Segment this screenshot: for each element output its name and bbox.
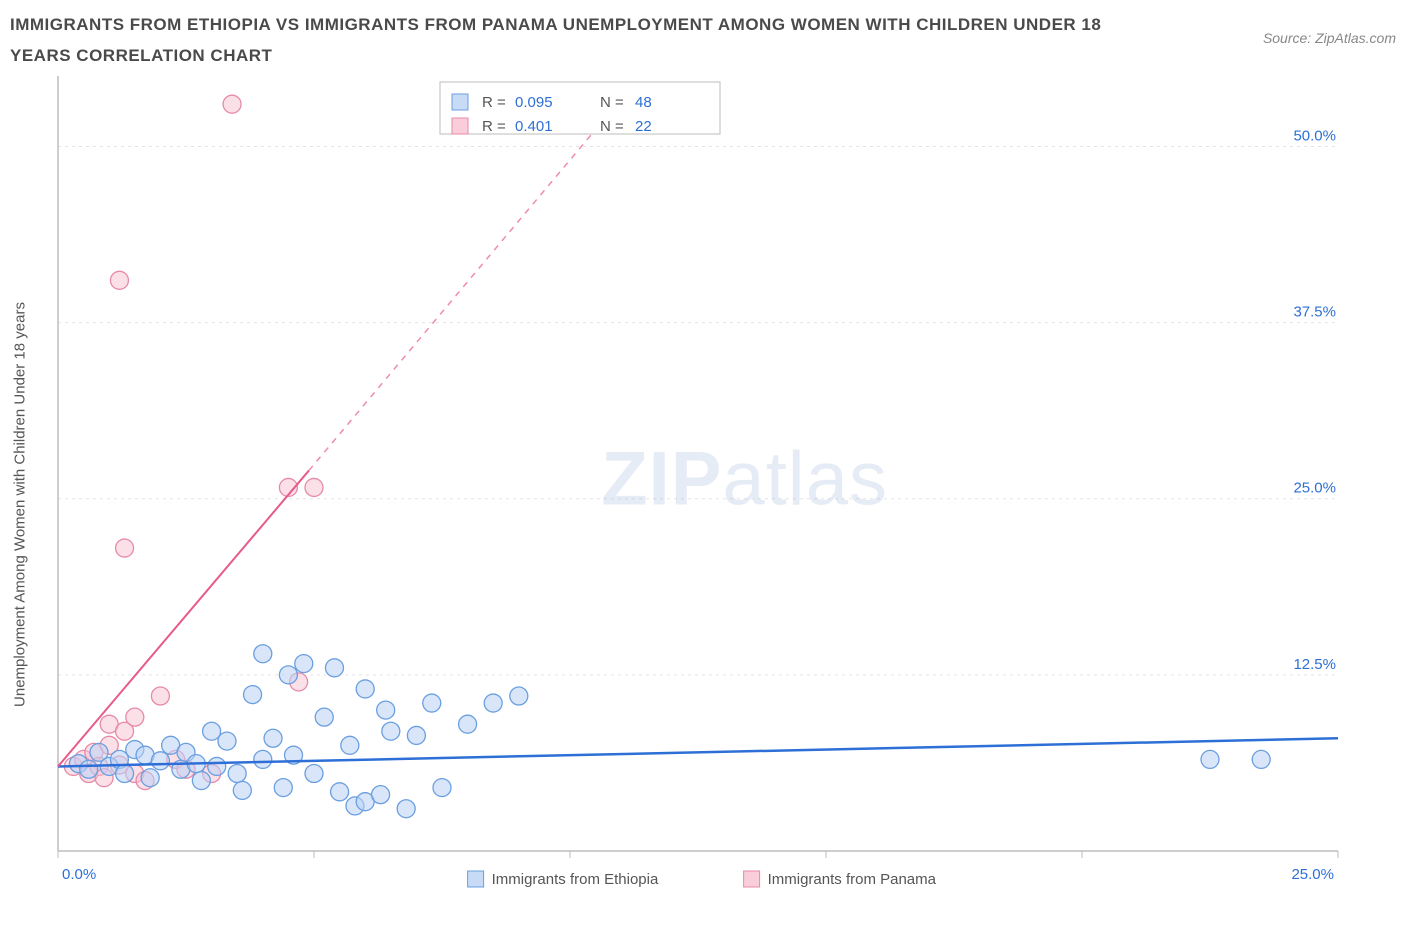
header: IMMIGRANTS FROM ETHIOPIA VS IMMIGRANTS F… xyxy=(10,10,1396,71)
svg-text:37.5%: 37.5% xyxy=(1293,304,1336,321)
svg-text:N =: N = xyxy=(600,118,624,135)
svg-text:50.0%: 50.0% xyxy=(1293,128,1336,145)
svg-text:0.0%: 0.0% xyxy=(62,866,96,883)
svg-text:Immigrants from Ethiopia: Immigrants from Ethiopia xyxy=(492,871,659,888)
svg-text:0.095: 0.095 xyxy=(515,94,553,111)
svg-text:22: 22 xyxy=(635,118,652,135)
svg-text:R =: R = xyxy=(482,118,506,135)
scatter-plot-svg: 12.5% 25.0% 37.5% 50.0% 0.0% 25.0% R = 0.095 N =… xyxy=(10,76,1350,916)
source-label: Source: ZipAtlas.com xyxy=(1263,10,1396,46)
chart-title: IMMIGRANTS FROM ETHIOPIA VS IMMIGRANTS F… xyxy=(10,10,1110,71)
svg-text:Immigrants from Panama: Immigrants from Panama xyxy=(768,871,937,888)
svg-text:25.0%: 25.0% xyxy=(1291,866,1334,883)
y-axis-label: Unemployment Among Women with Children U… xyxy=(12,302,29,707)
chart-area: Unemployment Among Women with Children U… xyxy=(10,76,1396,916)
svg-text:25.0%: 25.0% xyxy=(1293,480,1336,497)
svg-text:12.5%: 12.5% xyxy=(1293,656,1336,673)
svg-text:R =: R = xyxy=(482,94,506,111)
svg-text:48: 48 xyxy=(635,94,652,111)
svg-text:0.401: 0.401 xyxy=(515,118,553,135)
svg-text:N =: N = xyxy=(600,94,624,111)
chart-container: IMMIGRANTS FROM ETHIOPIA VS IMMIGRANTS F… xyxy=(10,10,1396,916)
